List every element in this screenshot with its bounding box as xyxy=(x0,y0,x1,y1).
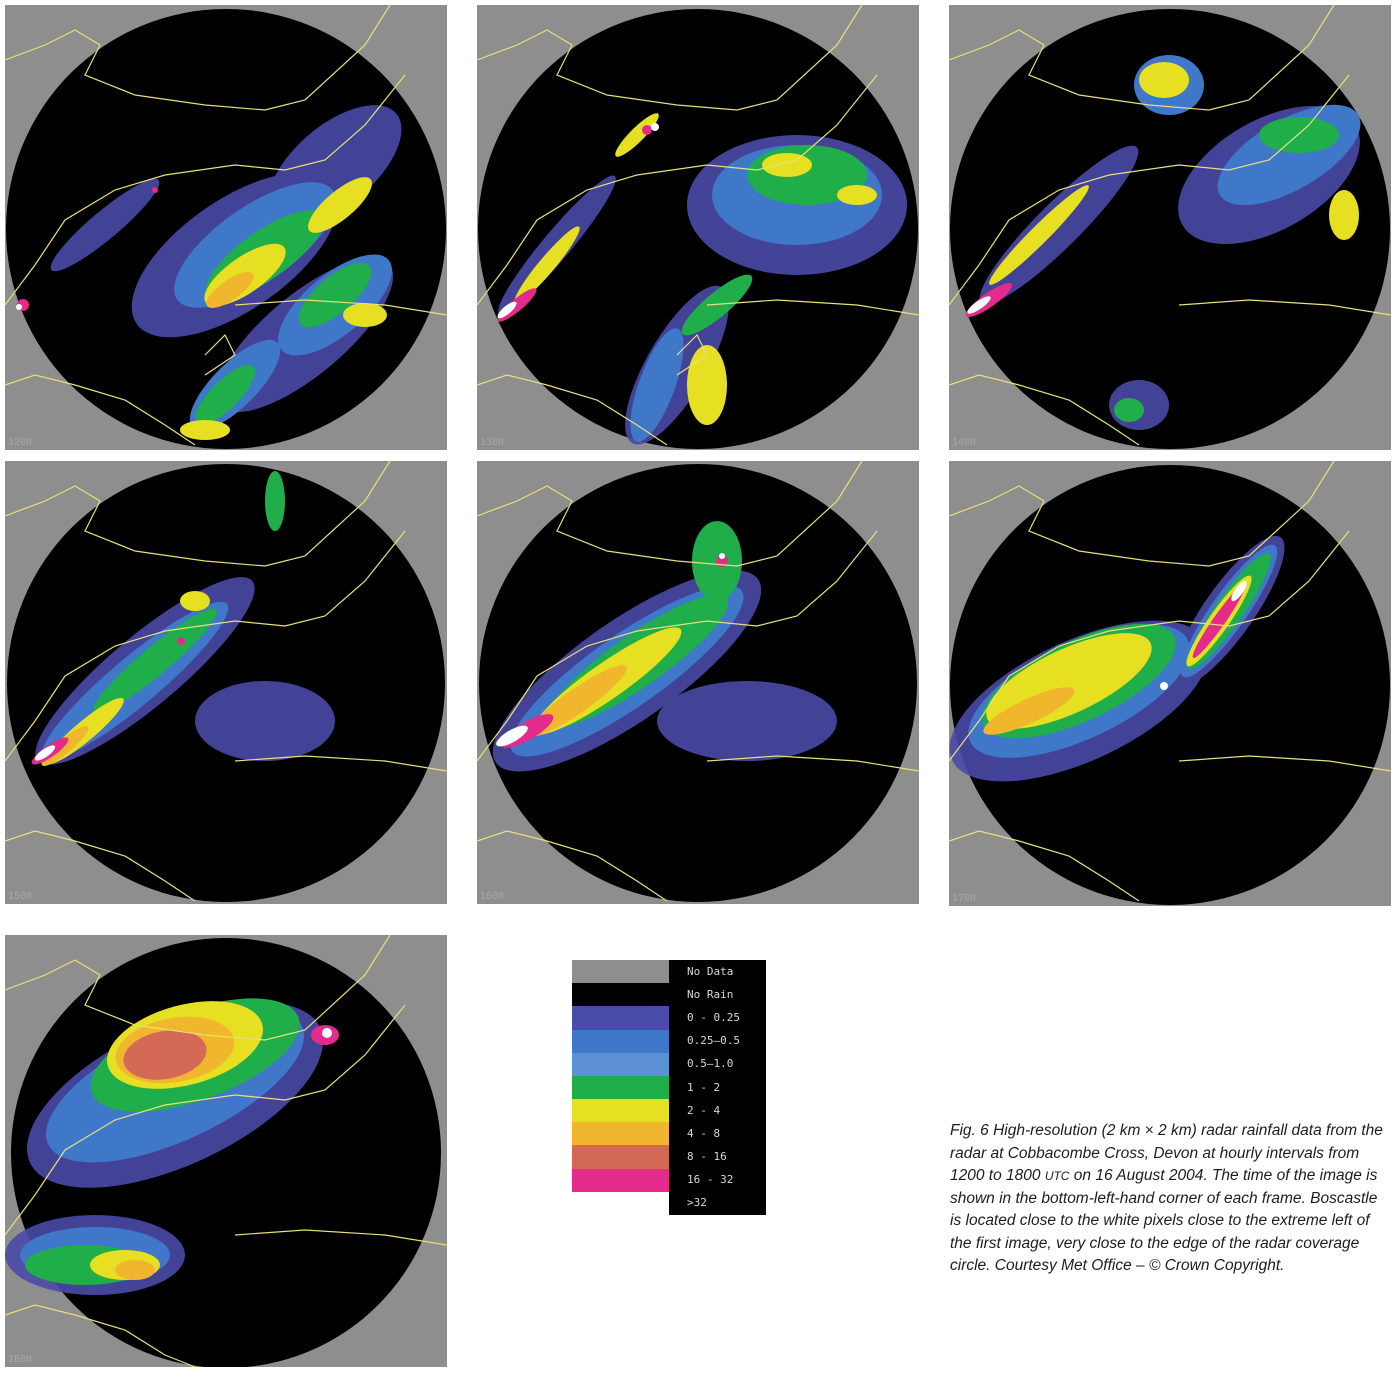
legend-label: 16 - 32 xyxy=(687,1173,734,1187)
legend-swatch xyxy=(572,1168,669,1193)
legend-label: 4 - 8 xyxy=(687,1126,721,1140)
legend-swatch xyxy=(572,1122,669,1146)
frame-time-label: 1300 xyxy=(480,437,505,448)
radar-image xyxy=(5,461,447,902)
legend-label: >32 xyxy=(687,1196,707,1210)
radar-frame-1500: 1500 xyxy=(5,461,447,904)
radar-image xyxy=(5,935,447,1367)
figure-caption: Fig. 6 High-resolution (2 km × 2 km) rad… xyxy=(950,1120,1388,1278)
legend-swatch xyxy=(572,1029,669,1054)
frame-time-label: 1400 xyxy=(952,437,977,448)
legend-label: 0.5–1.0 xyxy=(687,1057,734,1071)
radar-image xyxy=(477,461,919,902)
radar-frame-1200: 1200 xyxy=(5,5,447,450)
legend-label: 2 - 4 xyxy=(687,1103,721,1117)
legend-swatch xyxy=(572,1075,669,1100)
radar-frame-1800: 1800 xyxy=(5,935,447,1367)
radar-frame-1400: 1400 xyxy=(949,5,1391,450)
legend-swatch xyxy=(572,1099,669,1123)
frame-time-label: 1700 xyxy=(952,893,977,904)
frame-time-label: 1600 xyxy=(480,891,505,902)
radar-frame-1300: 1300 xyxy=(477,5,919,450)
frame-time-label: 1800 xyxy=(8,1354,33,1365)
radar-image xyxy=(5,5,447,449)
radar-image xyxy=(949,461,1391,905)
legend-labels: No Data No Rain 0 - 0.25 0.25–0.5 0.5–1.0 1 -… xyxy=(669,960,766,1215)
caption-part-1: Fig. 6 High-resolution (2 km × 2 km) rad… xyxy=(950,1122,1383,1184)
rainfall-legend: No Data No Rain 0 - 0.25 0.25–0.5 0.5–1.0 1 -… xyxy=(572,960,766,1216)
legend-label: 8 - 16 xyxy=(687,1150,727,1164)
radar-image xyxy=(949,5,1391,449)
caption-utc: UTC xyxy=(1044,1169,1070,1183)
radar-image xyxy=(477,5,919,449)
legend-swatch xyxy=(572,1145,669,1170)
frame-time-label: 1200 xyxy=(8,437,33,448)
legend-swatch xyxy=(572,983,669,1007)
legend-label: 0 - 0.25 xyxy=(687,1010,740,1024)
legend-swatch xyxy=(572,1006,669,1031)
frame-time-label: 1500 xyxy=(8,891,33,902)
legend-label: 1 - 2 xyxy=(687,1080,721,1094)
legend-swatches xyxy=(572,960,669,1216)
legend-swatch xyxy=(572,960,669,984)
caption-part-2: on 16 August 2004. The time of the image… xyxy=(950,1167,1378,1274)
legend-label: No Data xyxy=(687,964,734,978)
radar-frame-1700: 1700 xyxy=(949,461,1391,906)
legend-label: No Rain xyxy=(687,987,734,1001)
legend-label: 0.25–0.5 xyxy=(687,1034,740,1048)
legend-swatch xyxy=(572,1191,669,1216)
radar-frame-1600: 1600 xyxy=(477,461,919,904)
legend-swatch xyxy=(572,1052,669,1077)
